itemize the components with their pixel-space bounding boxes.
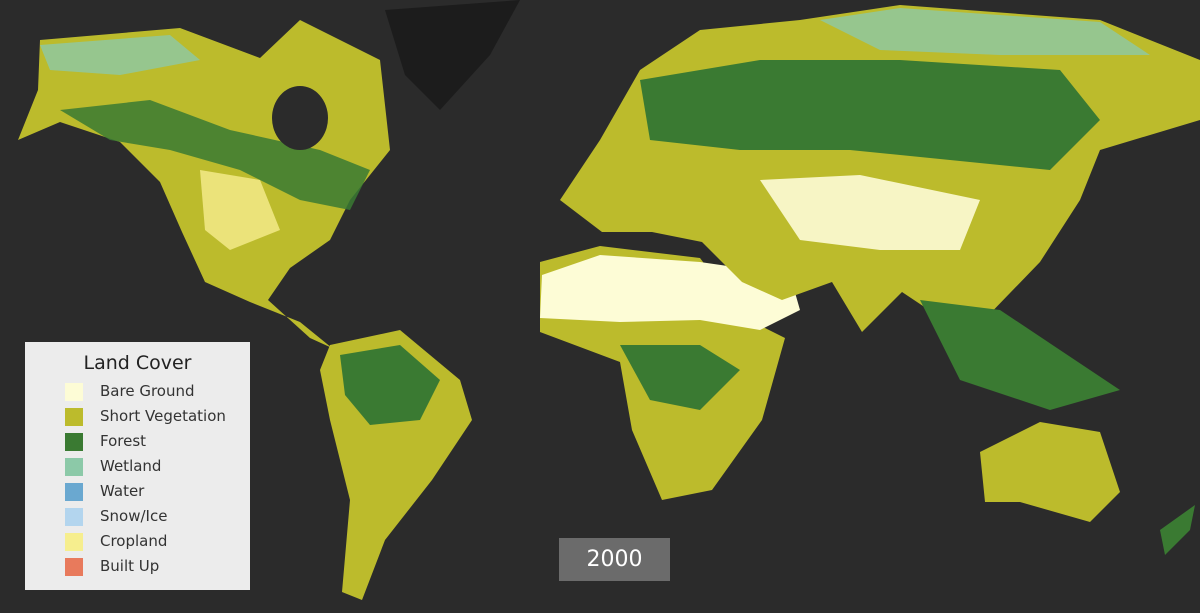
legend-label: Built Up [100,557,160,575]
legend-item: Short Vegetation [25,405,250,430]
legend-label: Snow/Ice [100,507,168,525]
legend-swatch [65,433,83,451]
legend-swatch [65,458,83,476]
legend-label: Wetland [100,457,162,475]
legend-item: Cropland [25,530,250,555]
year-label: 2000 [559,538,670,581]
legend-swatch [65,483,83,501]
siberian-forest [640,60,1100,170]
legend-label: Forest [100,432,147,450]
amazon-forest [340,345,440,425]
legend-item: Water [25,480,250,505]
legend-label: Cropland [100,532,168,550]
us-cropland [200,170,280,250]
legend-title: Land Cover [83,352,192,374]
legend-label: Water [100,482,145,500]
north-america-forest [60,100,370,210]
legend-swatch [65,533,83,551]
congo-forest [620,345,740,410]
north-america-wetland [40,35,200,75]
legend-item: Wetland [25,455,250,480]
legend-item: Bare Ground [25,380,250,405]
legend-swatch [65,558,83,576]
legend-label: Short Vegetation [100,407,226,425]
arctic-wetland [820,8,1150,55]
legend-item: Snow/Ice [25,505,250,530]
new-zealand [1160,505,1195,555]
hudson-bay [272,86,328,150]
legend-swatch [65,508,83,526]
legend-swatch [65,383,83,401]
legend-items: Bare Ground Short Vegetation Forest Wetland… [25,380,250,580]
legend-swatch [65,408,83,426]
greenland [385,0,520,110]
legend-label: Bare Ground [100,382,195,400]
legend-item: Built Up [25,555,250,580]
central-asia-bare [760,175,980,250]
legend-item: Forest [25,430,250,455]
legend: Land Cover Bare Ground Short Vegetation Fo… [25,342,250,590]
australia [980,422,1120,522]
se-asia-forest [920,300,1120,410]
